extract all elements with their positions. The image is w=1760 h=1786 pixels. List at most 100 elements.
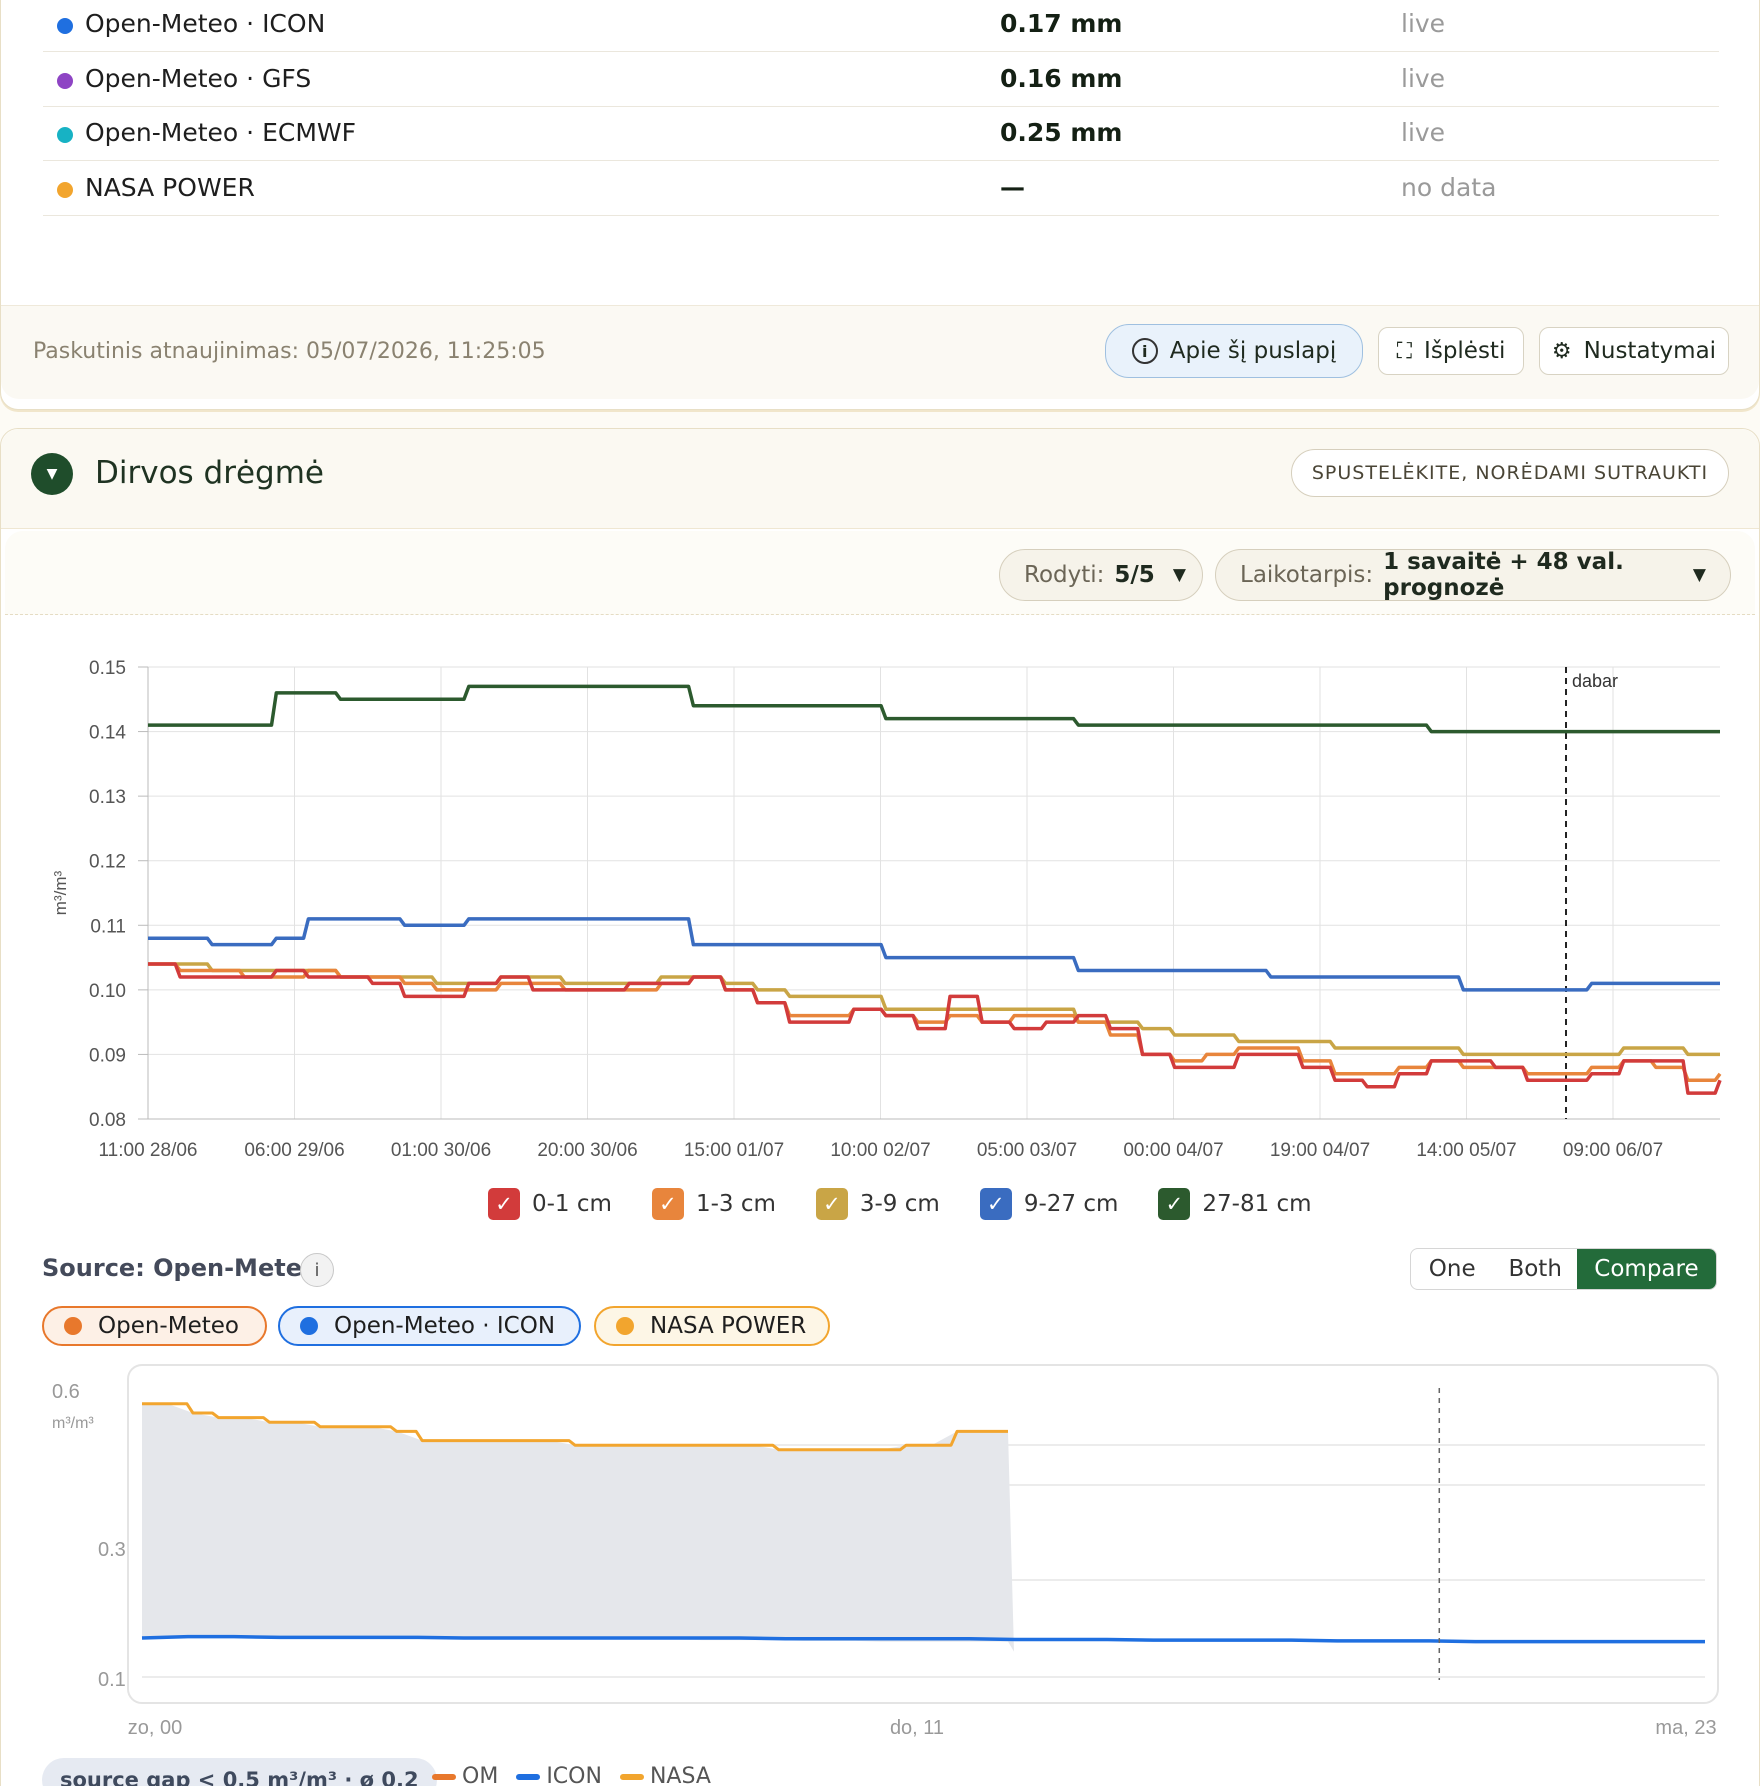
- range-label: Laikotarpis:: [1240, 562, 1374, 588]
- source-value: —: [1000, 172, 1025, 202]
- x-tick-label: 15:00 01/07: [684, 1140, 784, 1160]
- source-name: Open-Meteo · ICON: [85, 9, 326, 38]
- source-name: NASA POWER: [85, 172, 255, 202]
- chip-label: NASA POWER: [650, 1313, 807, 1339]
- source-name: Open-Meteo · GFS: [85, 63, 312, 93]
- compare-legend: OM ICON NASA: [432, 1764, 711, 1786]
- gear-icon: ⚙: [1551, 338, 1572, 364]
- checkbox-icon[interactable]: ✓: [1158, 1188, 1191, 1220]
- series-line: [148, 684, 1720, 734]
- source-color-dot: [57, 181, 73, 198]
- source-color-dot: [57, 72, 73, 89]
- series-line: [142, 1402, 1008, 1452]
- card-footer: Paskutinis atnaujinimas: 05/07/2026, 11:…: [1, 305, 1759, 399]
- chip-label: Open-Meteo · ICON: [334, 1313, 556, 1339]
- source-status: live: [1401, 118, 1446, 147]
- checkbox-icon[interactable]: ✓: [488, 1188, 520, 1220]
- legend-label: 0-1 cm: [532, 1191, 612, 1217]
- legend-line-icon: [516, 1774, 541, 1780]
- checkbox-icon[interactable]: ✓: [979, 1188, 1012, 1220]
- series-line: [148, 917, 1720, 992]
- source-info-icon[interactable]: i: [300, 1253, 334, 1287]
- source-value: 0.25 mm: [1000, 118, 1123, 147]
- series-line: [148, 962, 1722, 1095]
- soil-moisture-chart: 0.15 0.14 0.13 0.12 0.11 0.10 0.09 0.08 11:00 28…: [51, 658, 1722, 1160]
- source-value: 0.16 mm: [1000, 63, 1123, 93]
- y-tick-label: 0.14: [89, 723, 126, 744]
- source-status: no data: [1401, 172, 1497, 202]
- checkbox-icon[interactable]: ✓: [815, 1188, 848, 1220]
- info-icon: i: [1131, 338, 1158, 364]
- about-button[interactable]: i Apie šį puslapį: [1105, 324, 1363, 378]
- y-tick-label: 0.11: [90, 916, 126, 937]
- source-color-dot: [616, 1317, 634, 1335]
- gap-area: [142, 1403, 1014, 1652]
- y-tick-label: 0.6: [52, 1381, 80, 1403]
- source-chip[interactable]: NASA POWER: [594, 1306, 830, 1346]
- legend-toggle[interactable]: ✓ 9-27 cm: [979, 1188, 1118, 1220]
- expand-button[interactable]: ⛶ Išplėsti: [1378, 327, 1524, 375]
- y-axis-label: m³/m³: [51, 870, 70, 915]
- x-tick-label: 20:00 30/06: [537, 1140, 637, 1160]
- view-mode-switch: One Both Compare: [1410, 1248, 1717, 1290]
- time-range-dropdown[interactable]: Laikotarpis: 1 savaitė + 48 val. prognoz…: [1215, 549, 1731, 601]
- series-line: [148, 962, 1720, 1057]
- source-chip[interactable]: Open-Meteo: [42, 1306, 267, 1346]
- range-value: 1 savaitė + 48 val. prognozė: [1383, 549, 1624, 601]
- source-row: Open-Meteo · GFS 0.16 mm live: [43, 52, 1719, 107]
- mode-both[interactable]: Both: [1508, 1256, 1562, 1282]
- expand-icon: ⛶: [1396, 338, 1413, 364]
- legend-label: 27-81 cm: [1202, 1191, 1312, 1217]
- show-label: Rodyti:: [1024, 562, 1105, 588]
- source-row: NASA POWER — no data: [43, 161, 1719, 216]
- rainfall-sources-card: Open-Meteo · ICON 0.17 mm live Open-Meteo ·…: [0, 0, 1760, 410]
- series-line: [148, 962, 1722, 1083]
- settings-button[interactable]: ⚙ Nustatymai: [1539, 327, 1729, 375]
- mini-legend-item: NASA: [619, 1764, 711, 1786]
- x-tick-label: 09:00 06/07: [1563, 1140, 1663, 1160]
- legend-toggle[interactable]: ✓ 1-3 cm: [651, 1188, 776, 1220]
- expand-label: Išplėsti: [1424, 338, 1506, 364]
- mode-one[interactable]: One: [1428, 1256, 1476, 1282]
- x-tick-label: zo, 00: [128, 1717, 182, 1739]
- chart-toolbar: Rodyti: 5/5 ▼ Laikotarpis: 1 savaitė + 4…: [5, 531, 1755, 615]
- source-gap-badge: source gap < 0.5 m³/m³ · ø 0.2: [42, 1758, 437, 1786]
- settings-label: Nustatymai: [1583, 338, 1717, 364]
- legend-line-icon: [619, 1774, 644, 1780]
- section-title: Dirvos drėgmė: [95, 455, 324, 491]
- legend-toggle[interactable]: ✓ 3-9 cm: [815, 1188, 940, 1220]
- y-axis-label: m³/m³: [52, 1415, 94, 1432]
- x-tick-label: 05:00 03/07: [977, 1140, 1077, 1160]
- legend-line-icon: [432, 1774, 456, 1780]
- source-color-dot: [64, 1317, 82, 1335]
- checkbox-icon[interactable]: ✓: [651, 1188, 684, 1220]
- y-tick-label: 0.09: [89, 1045, 126, 1066]
- collapse-toggle-icon[interactable]: ▼: [31, 453, 73, 495]
- now-label: dabar: [1572, 671, 1618, 691]
- source-color-dot: [57, 18, 73, 34]
- collapse-button[interactable]: SPUSTELĖKITE, NORĖDAMI SUTRAUKTI: [1291, 449, 1729, 497]
- soil-header[interactable]: ▼ Dirvos drėgmė SPUSTELĖKITE, NORĖDAMI S…: [1, 429, 1759, 529]
- mode-compare[interactable]: Compare: [1576, 1249, 1716, 1289]
- x-tick-label: 01:00 30/06: [391, 1140, 491, 1160]
- mini-legend-item: OM: [432, 1764, 498, 1786]
- x-tick-label: 10:00 02/07: [830, 1140, 930, 1160]
- last-updated: Paskutinis atnaujinimas: 05/07/2026, 11:…: [33, 339, 546, 364]
- source-row: Open-Meteo · ICON 0.17 mm live: [43, 0, 1719, 52]
- series-filter-dropdown[interactable]: Rodyti: 5/5 ▼: [999, 549, 1203, 601]
- x-tick-label: 19:00 04/07: [1270, 1140, 1370, 1160]
- y-tick-label: 0.13: [89, 787, 126, 808]
- source-label: Source: Open-Meteo: [42, 1254, 319, 1282]
- source-status: live: [1401, 63, 1446, 93]
- source-row: Open-Meteo · ECMWF 0.25 mm live: [43, 106, 1719, 161]
- legend-toggle[interactable]: ✓ 0-1 cm: [488, 1188, 612, 1220]
- mini-legend-label: OM: [462, 1764, 499, 1786]
- x-tick-label: 14:00 05/07: [1416, 1140, 1516, 1160]
- legend-label: 1-3 cm: [695, 1191, 776, 1217]
- source-name: Open-Meteo · ECMWF: [85, 118, 356, 147]
- mini-legend-label: NASA: [649, 1764, 711, 1786]
- source-chip[interactable]: Open-Meteo · ICON: [278, 1306, 581, 1346]
- source-value: 0.17 mm: [1000, 9, 1123, 38]
- legend-toggle[interactable]: ✓ 27-81 cm: [1158, 1188, 1312, 1220]
- mini-legend-label: ICON: [546, 1764, 602, 1786]
